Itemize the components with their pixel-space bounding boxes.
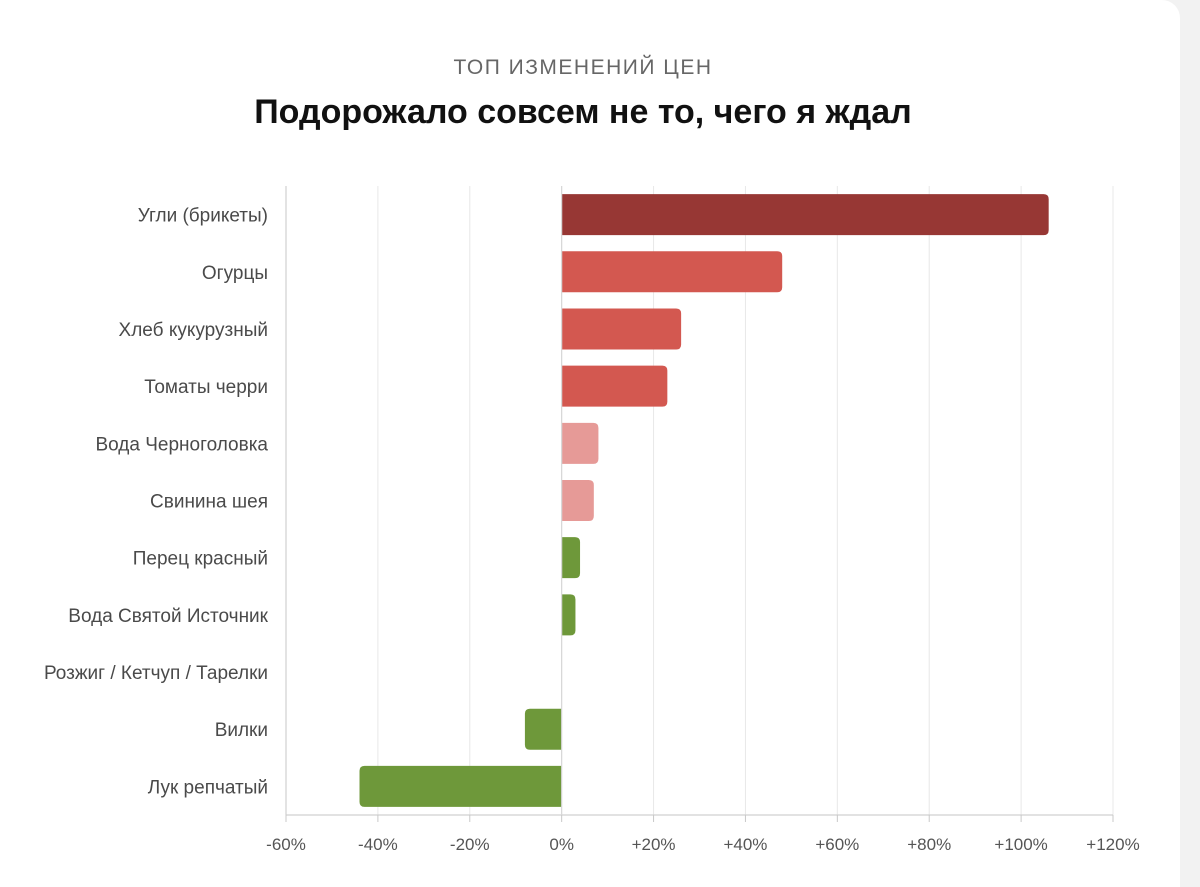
tick-label: +60% (815, 835, 859, 854)
category-label: Вода Черноголовка (95, 434, 268, 455)
tick-label: 0% (549, 835, 574, 854)
bar (561, 422, 599, 464)
tick-label: +40% (723, 835, 767, 854)
tick-label: -60% (266, 835, 306, 854)
tick-label: +120% (1086, 835, 1139, 854)
bar (561, 480, 594, 521)
bar (561, 594, 576, 636)
category-label: Хлеб кукурузный (119, 320, 268, 341)
bar (561, 537, 581, 579)
category-label: Лук репчатый (148, 777, 268, 798)
category-label: Вилки (215, 720, 268, 741)
tick-label: -20% (450, 835, 490, 854)
bar (561, 194, 1049, 236)
bar (561, 308, 682, 350)
tick-label: +80% (907, 835, 951, 854)
tick-label: +100% (994, 835, 1047, 854)
category-label: Перец красный (133, 549, 268, 570)
bar (524, 708, 562, 750)
bar (561, 251, 783, 293)
category-label: Угли (брикеты) (138, 206, 268, 227)
category-label: Томаты черри (144, 377, 268, 398)
category-label: Розжиг / Кетчуп / Тарелки (44, 663, 268, 684)
chart-title: Подорожало совсем не то, чего я ждал (254, 93, 912, 131)
tick-label: +20% (632, 835, 676, 854)
category-label: Вода Святой Источник (68, 606, 268, 627)
category-label: Огурцы (202, 263, 268, 284)
tick-label: -40% (358, 835, 398, 854)
chart-kicker: ТОП ИЗМЕНЕНИЙ ЦЕН (453, 56, 713, 79)
category-label: Свинина шея (150, 492, 268, 513)
bar (359, 765, 562, 807)
bar (561, 365, 668, 407)
